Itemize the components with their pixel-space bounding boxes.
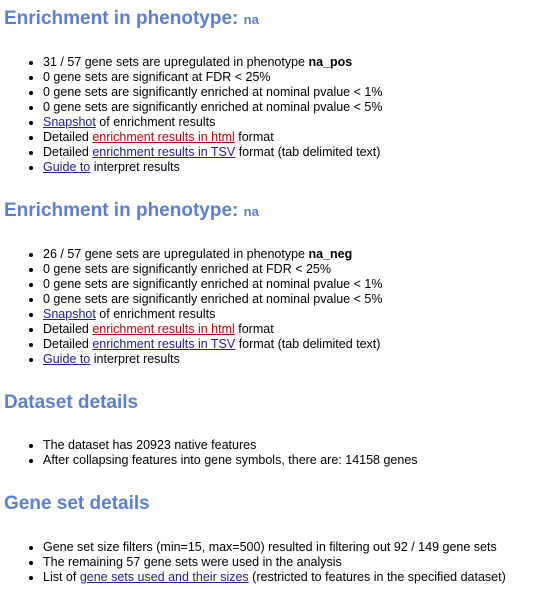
html-results-link[interactable]: enrichment results in html	[92, 322, 235, 336]
list-item: 0 gene sets are significant at FDR < 25%	[43, 70, 382, 85]
list-item: Guide to interpret results	[43, 160, 382, 175]
phenotype-label: na_neg	[308, 247, 353, 261]
tsv-results-link[interactable]: enrichment results in TSV	[92, 145, 236, 159]
snapshot-link[interactable]: Snapshot	[43, 307, 96, 321]
list-item: 0 gene sets are significantly enriched a…	[43, 262, 382, 277]
list-item: The remaining 57 gene sets were used in …	[43, 555, 506, 570]
list-item-text: of enrichment results	[95, 115, 216, 129]
enrichment-pos-list: 31 / 57 gene sets are upregulated in phe…	[4, 55, 382, 175]
list-item: 26 / 57 gene sets are upregulated in phe…	[43, 247, 382, 262]
tsv-results-link[interactable]: enrichment results in TSV	[92, 337, 236, 351]
list-item: Detailed enrichment results in TSV forma…	[43, 145, 382, 160]
list-item-text: interpret results	[90, 352, 180, 366]
list-item: 0 gene sets are significantly enriched a…	[43, 292, 382, 307]
list-item: 31 / 57 gene sets are upregulated in phe…	[43, 55, 382, 70]
list-item: 0 gene sets are significantly enriched a…	[43, 277, 382, 292]
guide-link[interactable]: Guide to	[43, 160, 91, 174]
list-item-text: (restricted to features in the specified…	[248, 570, 506, 584]
phenotype-label: na_pos	[308, 55, 353, 69]
list-item-text: of enrichment results	[95, 307, 216, 321]
gene-sets-sizes-link[interactable]: gene sets used and their sizes	[79, 570, 249, 584]
section-title-text: Enrichment in phenotype:	[4, 200, 239, 221]
section-title-enrichment-neg: Enrichment in phenotype: na	[4, 199, 259, 224]
list-item: After collapsing features into gene symb…	[43, 453, 418, 468]
list-item: Snapshot of enrichment results	[43, 115, 382, 130]
list-item: The dataset has 20923 native features	[43, 438, 418, 453]
list-item: Gene set size filters (min=15, max=500) …	[43, 540, 506, 555]
list-item-text: format	[234, 130, 274, 144]
list-item-text: Detailed	[43, 130, 93, 144]
section-title-text: Enrichment in phenotype:	[4, 8, 239, 29]
dataset-details-list: The dataset has 20923 native features Af…	[4, 438, 418, 468]
list-item-text: List of	[43, 570, 80, 584]
list-item: Detailed enrichment results in html form…	[43, 322, 382, 337]
list-item-text: 26 / 57 gene sets are upregulated in phe…	[43, 247, 309, 261]
list-item: 0 gene sets are significantly enriched a…	[43, 100, 382, 115]
gene-set-details-list: Gene set size filters (min=15, max=500) …	[4, 540, 506, 585]
section-title-enrichment-pos: Enrichment in phenotype: na	[4, 7, 259, 32]
snapshot-link[interactable]: Snapshot	[43, 115, 96, 129]
guide-link[interactable]: Guide to	[43, 352, 91, 366]
html-results-link[interactable]: enrichment results in html	[92, 130, 235, 144]
section-title-sub: na	[243, 204, 259, 219]
list-item: Detailed enrichment results in html form…	[43, 130, 382, 145]
enrichment-neg-list: 26 / 57 gene sets are upregulated in phe…	[4, 247, 382, 367]
list-item-text: format (tab delimited text)	[235, 337, 381, 351]
list-item: List of gene sets used and their sizes (…	[43, 570, 506, 585]
section-title-sub: na	[243, 12, 259, 27]
section-title-dataset-details: Dataset details	[4, 392, 139, 413]
section-title-gene-set-details: Gene set details	[4, 493, 150, 514]
list-item: Snapshot of enrichment results	[43, 307, 382, 322]
list-item-text: interpret results	[90, 160, 180, 174]
list-item: Guide to interpret results	[43, 352, 382, 367]
list-item-text: format	[234, 322, 274, 336]
list-item: 0 gene sets are significantly enriched a…	[43, 85, 382, 100]
list-item: Detailed enrichment results in TSV forma…	[43, 337, 382, 352]
list-item-text: 31 / 57 gene sets are upregulated in phe…	[43, 55, 309, 69]
list-item-text: Detailed	[43, 337, 93, 351]
list-item-text: Detailed	[43, 322, 93, 336]
list-item-text: format (tab delimited text)	[235, 145, 381, 159]
list-item-text: Detailed	[43, 145, 93, 159]
